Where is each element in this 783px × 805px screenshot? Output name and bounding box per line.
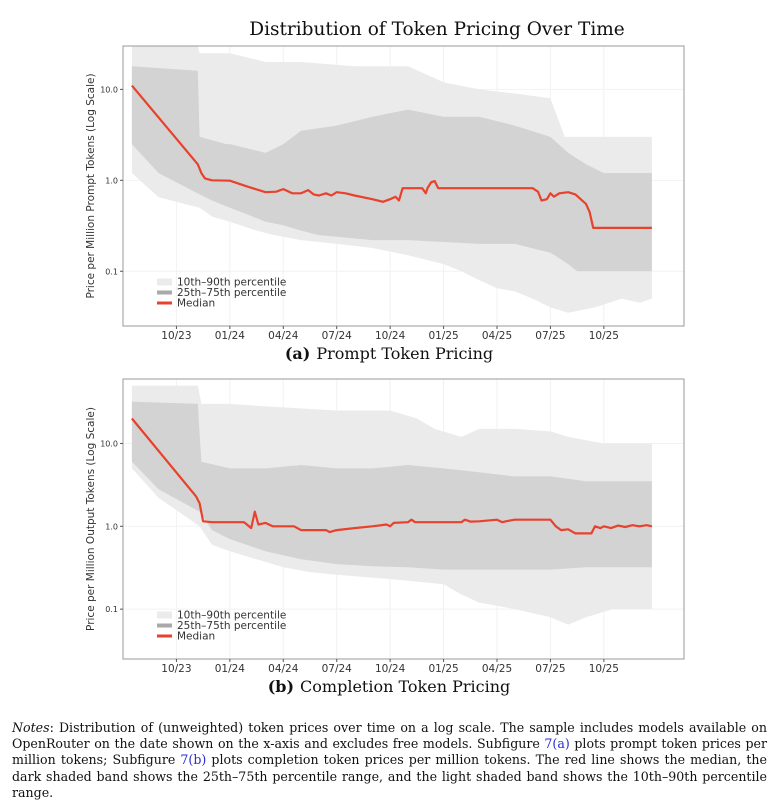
chart-panel-prompt: 10/23 01/24 04/24 07/24 10/24 01/25 04/25 07/25… [85,45,685,342]
legend-label: Median [177,631,215,643]
median-line [131,417,653,535]
x-tick-label: 01/24 [215,663,246,675]
plot-frame [122,45,685,327]
x-tick-label: 10/23 [161,663,191,675]
figure-notes: Notes: Distribution of (unweighted) toke… [12,720,767,801]
y-axis-label: Price per Million Prompt Tokens (Log Sca… [85,73,97,298]
band-25-75-percentile [131,401,652,570]
x-tick-label: 01/25 [428,663,458,675]
legend-label: 25th–75th percentile [177,287,286,299]
plot-frame [122,378,685,660]
plot-area [131,46,652,313]
notes-label: Notes [12,720,50,735]
caption-completion: (b) Completion Token Pricing [268,677,511,696]
caption-completion-text: Completion Token Pricing [300,677,510,696]
y-tick-label: 0.1 [105,267,118,276]
figure-title: Distribution of Token Pricing Over Time [249,19,625,40]
x-tick-label: 10/24 [375,330,406,342]
caption-prompt: (a) Prompt Token Pricing [285,344,493,363]
band-25-75-percentile [131,66,652,272]
x-tick-label: 10/25 [589,663,619,675]
caption-completion-label: (b) [268,677,294,696]
figure: Distribution of Token Pricing Over Time … [85,19,685,696]
x-tick-label: 10/24 [375,663,406,675]
x-tick-label: 04/25 [482,330,512,342]
chart-panel-completion: 10/23 01/24 04/24 07/24 10/24 01/25 04/25 07/25… [85,378,685,675]
subfigure-a-link[interactable]: 7(a) [544,736,570,752]
x-tick-label: 01/25 [428,330,458,342]
legend-label: 25th–75th percentile [177,620,286,632]
x-tick-label: 07/24 [322,663,353,675]
x-tick-label: 10/25 [589,330,619,342]
y-tick-label: 10.0 [100,439,118,448]
notes-text-3: plots completion token prices per millio… [12,752,767,800]
y-tick-label: 10.0 [100,85,118,94]
x-tick-label: 07/24 [322,330,353,342]
legend-label: 10th–90th percentile [177,277,286,289]
notes-text-2: plots prompt token prices per million to… [12,736,767,768]
x-tick-label: 04/24 [268,663,299,675]
legend-label: Median [177,298,215,310]
notes-text-1: : Distribution of (unweighted) token pri… [12,720,767,752]
subfigure-b-link[interactable]: 7(b) [180,752,207,768]
median-line [131,84,652,229]
y-axis-label: Price per Million Output Tokens (Log Sca… [85,407,97,631]
caption-prompt-label: (a) [285,344,311,363]
legend-label: 10th–90th percentile [177,610,286,622]
y-tick-label: 1.0 [105,176,118,185]
x-tick-label: 07/25 [535,330,565,342]
plot-area [131,385,653,625]
x-tick-label: 04/25 [482,663,512,675]
y-tick-label: 0.1 [105,605,118,614]
x-tick-label: 04/24 [268,330,299,342]
x-tick-label: 10/23 [161,330,191,342]
caption-prompt-text: Prompt Token Pricing [316,344,493,363]
x-tick-label: 01/24 [215,330,246,342]
y-tick-label: 1.0 [105,522,118,531]
x-tick-label: 07/25 [535,663,565,675]
